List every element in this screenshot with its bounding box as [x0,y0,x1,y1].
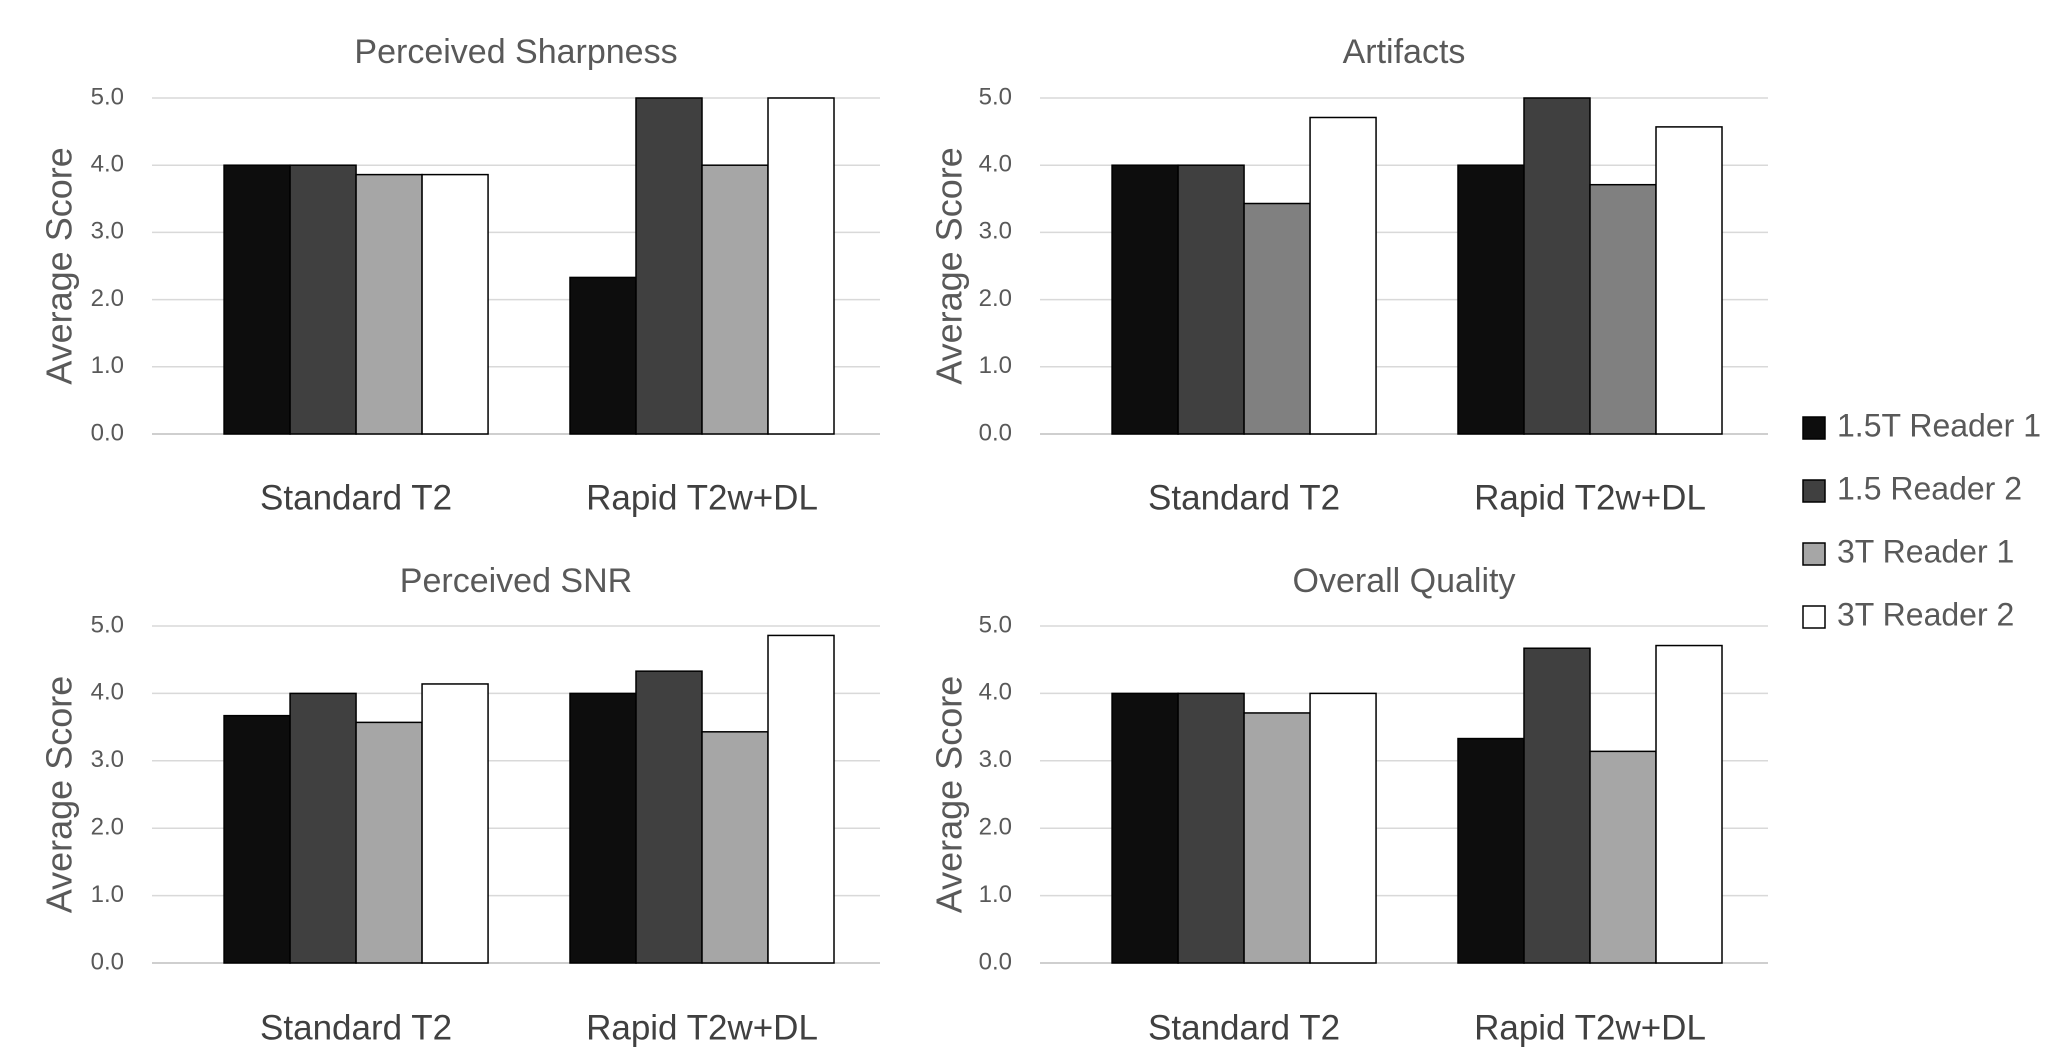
bar-1-5-reader-2 [289,164,357,435]
bar-1-5t-reader-1 [223,714,291,964]
x-category-label: Rapid T2w+DL [1474,1008,1706,1047]
bar-3t-reader-1 [1243,202,1311,435]
bar-1-5-reader-2 [635,97,703,435]
y-tick-label: 0.0 [979,419,1012,446]
bar-3t-reader-2 [421,683,489,964]
y-tick-label: 4.0 [91,151,124,178]
chart-panel: Perceived SNR Average Score 0.0 1.0 2.0 3.0 4.… [39,562,880,1047]
chart-panel: Overall Quality Average Score 0.0 1.0 2.0 3.0… [929,562,1768,1047]
bar-3t-reader-2 [1309,692,1377,964]
y-tick-label: 2.0 [979,814,1012,841]
y-axis-title: Average Score [39,147,80,384]
x-category-label: Rapid T2w+DL [1474,478,1706,517]
chart-title: Overall Quality [1293,562,1516,600]
y-tick-label: 3.0 [979,746,1012,773]
chart-panel: Artifacts Average Score 0.0 1.0 2.0 3.0 4.0 5.0… [929,33,1768,517]
legend-label: 1.5T Reader 1 [1837,407,2041,443]
legend-label: 3T Reader 1 [1837,533,2014,569]
bar-1-5t-reader-1 [1111,164,1179,435]
y-tick-label: 0.0 [91,419,124,446]
bar-1-5-reader-2 [635,670,703,964]
y-tick-label: 3.0 [91,746,124,773]
bar-3t-reader-2 [1655,126,1723,435]
chart-panel: Perceived Sharpness Average Score 0.0 1.0 2.… [39,33,880,517]
y-tick-label: 3.0 [91,218,124,245]
bar-3t-reader-1 [1589,183,1657,435]
bar-3t-reader-2 [1309,116,1377,435]
legend-label: 1.5 Reader 2 [1837,470,2022,506]
y-tick-label: 2.0 [979,285,1012,312]
y-tick-label: 0.0 [979,948,1012,975]
bar-3t-reader-1 [355,721,423,964]
bar-1-5-reader-2 [1177,164,1245,435]
x-category-label: Standard T2 [260,1008,452,1047]
legend-swatch [1802,542,1826,566]
legend-item: 1.5T Reader 1 [1802,407,2041,443]
bar-1-5t-reader-1 [223,164,291,435]
legend-item: 1.5 Reader 2 [1802,470,2022,506]
bar-3t-reader-2 [767,97,835,435]
x-category-label: Rapid T2w+DL [586,478,818,517]
chart-title: Perceived SNR [400,562,632,600]
bar-1-5-reader-2 [1523,97,1591,435]
bar-1-5-reader-2 [289,692,357,964]
y-tick-label: 0.0 [91,948,124,975]
bar-1-5t-reader-1 [1457,164,1525,435]
bar-1-5t-reader-1 [569,692,637,964]
x-category-label: Standard T2 [1148,478,1340,517]
y-tick-label: 4.0 [979,679,1012,706]
legend-item: 3T Reader 2 [1802,596,2014,632]
y-tick-label: 4.0 [91,679,124,706]
bar-3t-reader-1 [355,173,423,435]
y-tick-label: 1.0 [91,881,124,908]
y-tick-label: 5.0 [979,83,1012,110]
bar-3t-reader-2 [421,173,489,435]
bar-3t-reader-1 [1243,712,1311,964]
chart-legend: 1.5T Reader 1 1.5 Reader 2 3T Reader 1 3T R… [1802,407,2041,632]
y-tick-label: 1.0 [91,352,124,379]
legend-label: 3T Reader 2 [1837,596,2014,632]
y-tick-label: 5.0 [91,83,124,110]
x-category-label: Standard T2 [260,478,452,517]
bar-1-5t-reader-1 [1111,692,1179,964]
y-tick-label: 3.0 [979,218,1012,245]
bar-3t-reader-2 [1655,644,1723,964]
legend-swatch [1802,479,1826,503]
y-tick-label: 5.0 [91,611,124,638]
legend-item: 3T Reader 1 [1802,533,2014,569]
y-tick-label: 1.0 [979,881,1012,908]
y-tick-label: 5.0 [979,611,1012,638]
y-tick-label: 4.0 [979,151,1012,178]
bar-1-5t-reader-1 [569,276,637,435]
y-tick-label: 1.0 [979,352,1012,379]
bar-3t-reader-1 [701,164,769,435]
legend-swatch [1802,605,1826,629]
y-tick-label: 2.0 [91,814,124,841]
bar-3t-reader-1 [701,731,769,964]
x-category-label: Rapid T2w+DL [586,1008,818,1047]
bar-3t-reader-2 [767,634,835,964]
y-axis-title: Average Score [39,676,80,913]
chart-title: Artifacts [1343,33,1466,71]
y-tick-label: 2.0 [91,285,124,312]
chart-panels: Perceived Sharpness Average Score 0.0 1.0 2.… [39,33,1768,1047]
bar-1-5t-reader-1 [1457,737,1525,964]
chart-title: Perceived Sharpness [354,33,677,71]
x-category-label: Standard T2 [1148,1008,1340,1047]
legend-swatch [1802,416,1826,440]
y-axis-title: Average Score [929,676,970,913]
bar-1-5-reader-2 [1177,692,1245,964]
bar-3t-reader-1 [1589,750,1657,964]
y-axis-title: Average Score [929,147,970,384]
bar-1-5-reader-2 [1523,647,1591,964]
